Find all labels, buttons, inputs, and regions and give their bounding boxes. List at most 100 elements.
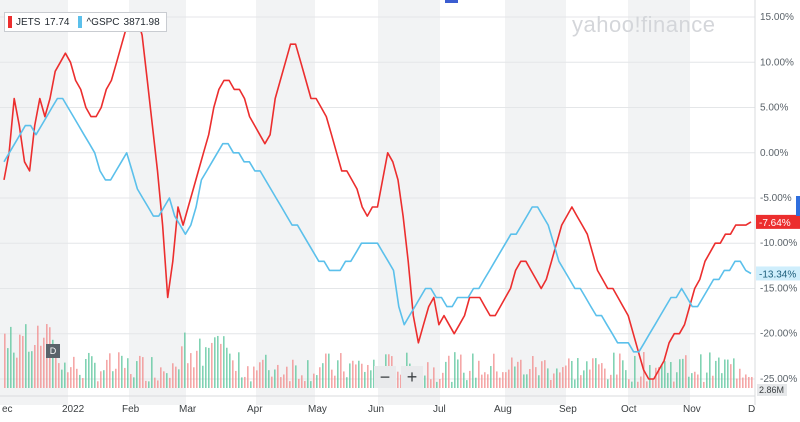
legend-item-jets[interactable]: JETS 17.74	[5, 13, 75, 31]
volume-bar	[592, 358, 594, 388]
volume-bar	[73, 356, 75, 388]
period-badge[interactable]: D	[46, 344, 60, 358]
volume-bar	[703, 381, 705, 388]
volume-bar	[664, 361, 666, 388]
volume-bar	[748, 377, 750, 388]
volume-bar	[604, 368, 606, 388]
volume-bar	[79, 374, 81, 388]
volume-bar	[730, 364, 732, 388]
volume-bar	[178, 369, 180, 388]
legend-item-gspc[interactable]: ^GSPC 3871.98	[75, 13, 165, 31]
volume-bar	[181, 346, 183, 388]
zoom-out-button[interactable]: −	[374, 366, 396, 388]
volume-bar	[559, 372, 561, 388]
volume-bar	[709, 352, 711, 388]
volume-bar	[718, 357, 720, 388]
volume-bar	[163, 371, 165, 388]
volume-bar	[94, 362, 96, 388]
yahoo-finance-watermark: yahoo!finance	[572, 12, 716, 37]
volume-bar	[13, 352, 15, 388]
volume-bar	[427, 362, 429, 388]
volume-bar	[562, 367, 564, 388]
y-tick-label: -5.00%	[760, 193, 792, 204]
volume-bar	[565, 365, 567, 388]
volume-bar	[19, 334, 21, 388]
volume-bar	[130, 374, 132, 388]
volume-bar	[106, 359, 108, 388]
volume-bar	[187, 363, 189, 388]
volume-bar	[76, 368, 78, 388]
volume-bar	[598, 364, 600, 388]
volume-bar	[25, 324, 27, 388]
volume-bar	[226, 347, 228, 388]
y-tick-label: 10.00%	[760, 57, 794, 68]
volume-bar	[646, 381, 648, 388]
y-tick-label: 5.00%	[760, 103, 788, 114]
volume-bar	[451, 381, 453, 388]
scroll-edge-marker[interactable]	[796, 196, 800, 216]
volume-bar	[520, 359, 522, 388]
volume-bar	[208, 347, 210, 388]
volume-bar	[487, 374, 489, 388]
volume-bar	[538, 375, 540, 388]
volume-bar	[490, 366, 492, 388]
volume-bar	[241, 377, 243, 388]
volume-bar	[532, 356, 534, 388]
volume-bar	[607, 379, 609, 388]
volume-bar	[232, 360, 234, 388]
volume-bar	[121, 355, 123, 388]
month-band	[628, 0, 690, 405]
volume-bar	[64, 362, 66, 388]
volume-bar	[397, 371, 399, 388]
volume-bar	[10, 326, 12, 388]
volume-bar	[220, 343, 222, 388]
volume-bar	[712, 375, 714, 388]
volume-bar	[70, 367, 72, 388]
volume-bar	[145, 380, 147, 388]
volume-bar	[253, 366, 255, 388]
volume-bar	[127, 358, 129, 388]
volume-bar	[346, 377, 348, 388]
volume-bar	[610, 374, 612, 388]
x-tick-label: Nov	[683, 404, 701, 415]
volume-bar	[340, 353, 342, 388]
series-line-gspc[interactable]	[3, 97, 752, 353]
volume-bar	[622, 360, 624, 388]
x-tick-label: Jun	[368, 404, 384, 415]
volume-bar	[22, 335, 24, 388]
volume-bar	[37, 325, 39, 388]
volume-bar	[589, 369, 591, 388]
volume-bar	[337, 360, 339, 388]
volume-bar	[202, 365, 204, 388]
volume-bar	[517, 361, 519, 388]
volume-bar	[457, 359, 459, 388]
volume-bar	[670, 362, 672, 388]
volume-bar	[541, 361, 543, 388]
volume-bar	[274, 369, 276, 388]
volume-bar	[463, 372, 465, 388]
volume-bar	[478, 360, 480, 388]
volume-bar	[631, 381, 633, 388]
volume-bar	[352, 360, 354, 388]
zoom-in-button[interactable]: +	[401, 366, 423, 388]
volume-bar	[142, 357, 144, 388]
volume-bar	[691, 373, 693, 388]
volume-bar	[256, 370, 258, 388]
volume-bar	[283, 374, 285, 388]
volume-bar	[553, 373, 555, 388]
volume-bar	[472, 353, 474, 388]
volume-bar	[154, 377, 156, 388]
volume-bar	[370, 370, 372, 388]
volume-bar	[328, 353, 330, 388]
volume-bar	[334, 375, 336, 388]
volume-bar	[547, 368, 549, 388]
volume-bar	[355, 364, 357, 388]
volume-bar	[367, 364, 369, 388]
volume-bar	[658, 367, 660, 388]
volume-bar	[484, 372, 486, 388]
volume-bar	[292, 359, 294, 388]
volume-bar	[43, 337, 45, 388]
volume-bar	[52, 339, 54, 388]
volume-bar	[172, 363, 174, 388]
